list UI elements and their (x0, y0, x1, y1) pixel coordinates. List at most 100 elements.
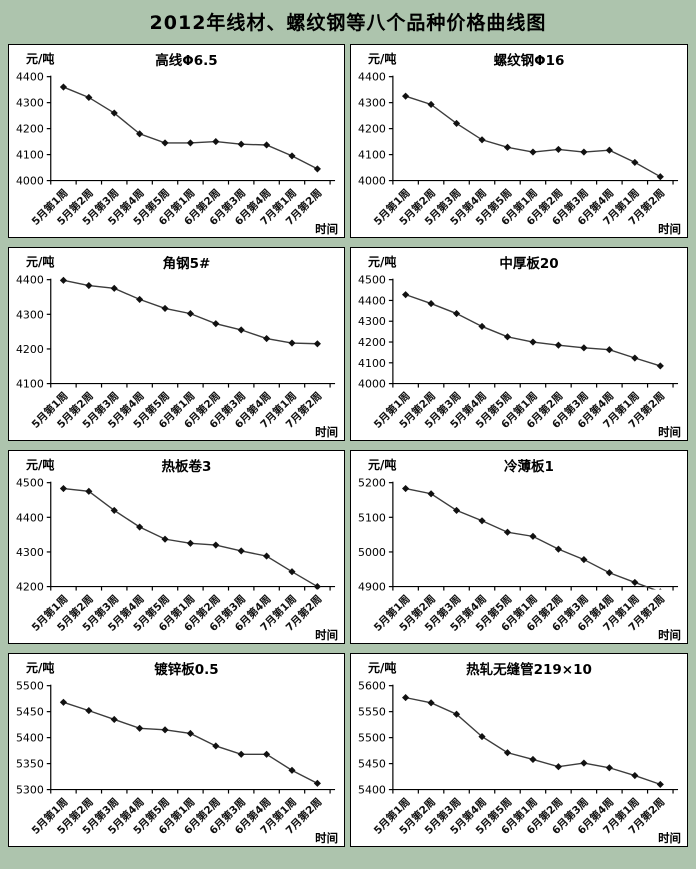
y-tick-label: 4300 (16, 308, 44, 321)
y-tick-label: 4400 (16, 274, 44, 287)
data-point-marker (136, 724, 144, 732)
y-tick-label: 4200 (16, 123, 44, 136)
y-axis-unit-label: 元/吨 (26, 52, 55, 66)
x-axis-label: 时间 (315, 425, 338, 439)
data-point-marker (529, 338, 537, 346)
y-tick-label: 4500 (16, 477, 44, 490)
data-point-marker (427, 490, 435, 498)
y-tick-label: 4100 (16, 378, 44, 391)
x-tick-labels: 5月第1周5月第2周5月第3周5月第4周5月第5周6月第1周6月第2周6月第3周… (371, 592, 667, 633)
data-point-markers (59, 83, 321, 173)
x-ticks (50, 180, 331, 185)
y-tick-label: 5200 (358, 477, 386, 490)
price-line (63, 487, 318, 588)
data-point-marker (59, 698, 68, 706)
data-point-marker (263, 141, 271, 149)
data-point-marker (554, 341, 563, 349)
y-axis-unit-label: 元/吨 (26, 458, 55, 472)
data-point-marker (212, 541, 220, 549)
x-tick-labels: 5月第1周5月第2周5月第3周5月第4周5月第5周6月第1周6月第2周6月第3周… (29, 186, 325, 227)
x-ticks (50, 586, 331, 591)
data-point-marker (402, 484, 410, 493)
data-point-marker (402, 694, 410, 702)
data-point-marker (478, 136, 486, 144)
data-point-marker (656, 173, 664, 181)
x-axis-label: 时间 (658, 222, 681, 236)
line-chart-svg: 4000 4100 4200 4300 4400 5月第1周5月第2周5月第3周5月第4周… (358, 71, 681, 236)
data-point-marker (605, 569, 613, 577)
data-point-marker (313, 779, 321, 787)
data-point-marker (288, 339, 296, 347)
data-point-marker (110, 284, 118, 292)
data-point-marker (529, 148, 537, 156)
y-tick-label: 4000 (358, 175, 386, 188)
data-point-marker (237, 140, 245, 148)
data-point-markers (59, 698, 321, 787)
data-point-marker (554, 145, 563, 153)
data-point-marker (161, 535, 169, 543)
y-tick-label: 4100 (358, 149, 386, 162)
y-tick-label: 5500 (358, 732, 386, 745)
y-tick-label: 4400 (16, 511, 44, 524)
data-point-marker (212, 742, 220, 750)
x-axis-label: 时间 (315, 628, 338, 642)
data-point-marker (478, 322, 486, 330)
data-point-marker (161, 726, 169, 734)
data-point-marker (580, 148, 588, 156)
line-chart-svg: 4900 5000 5100 5200 5月第1周5月第2周5月第3周5月第4周5月第5… (358, 477, 681, 642)
data-point-marker (85, 487, 93, 495)
y-tick-label: 4200 (358, 123, 386, 136)
data-point-marker (186, 310, 194, 318)
y-axis-unit-label: 元/吨 (368, 52, 397, 66)
y-tick-label: 5100 (358, 511, 386, 524)
chart-panel-gaoxian-6-5: 元/吨 高线Φ6.5 4000 4100 4200 4300 4400 5月第1周 5月第2… (8, 44, 345, 238)
y-tick-label: 4000 (358, 378, 386, 391)
data-point-marker (427, 300, 435, 308)
data-point-marker (605, 764, 613, 772)
data-point-marker (237, 326, 245, 334)
y-tick-label: 5350 (16, 758, 44, 771)
data-point-markers (59, 484, 321, 590)
x-ticks (392, 586, 674, 591)
data-point-markers (402, 291, 664, 370)
data-point-marker (313, 165, 321, 173)
data-point-marker (402, 92, 410, 100)
data-point-marker (288, 766, 296, 774)
data-point-marker (554, 545, 563, 553)
chart-panel-rebanjuan-3: 元/吨 热板卷3 4200 4300 4400 4500 5月第1周 5月第2周 5月第3周… (8, 450, 345, 644)
y-tick-label: 5450 (358, 758, 386, 771)
y-tick-label: 4400 (16, 71, 44, 84)
data-point-marker (503, 333, 512, 341)
data-point-marker (59, 484, 68, 493)
data-point-marker (452, 506, 461, 514)
chart-panel-jiaogang-5: 元/吨 角钢5# 4100 4200 4300 4400 5月第1周 5月第2周 5月第3周… (8, 247, 345, 441)
y-tick-label: 4900 (358, 581, 386, 594)
data-point-marker (263, 552, 271, 560)
data-point-marker (85, 93, 93, 102)
y-tick-label: 4300 (358, 315, 386, 328)
data-point-marker (263, 750, 271, 758)
price-line (405, 293, 661, 367)
data-point-marker (580, 556, 588, 564)
y-tick-label: 4200 (16, 343, 44, 356)
data-point-marker (136, 295, 144, 303)
y-tick-label: 5500 (16, 680, 44, 693)
x-axis-label: 时间 (658, 425, 681, 439)
line-chart-svg: 4000 4100 4200 4300 4400 4500 5月第1周5月第2周5月第3周5… (358, 274, 681, 439)
y-tick-label: 4200 (358, 336, 386, 349)
data-point-marker (186, 539, 194, 547)
data-point-marker (427, 699, 435, 707)
y-axis-unit-label: 元/吨 (368, 661, 397, 675)
axes (50, 278, 336, 385)
chart-title: 中厚板20 (499, 256, 559, 272)
price-line (405, 95, 661, 178)
x-ticks (392, 789, 674, 794)
data-point-marker (288, 152, 296, 160)
data-point-marker (580, 344, 588, 352)
y-tick-label: 5600 (358, 680, 386, 693)
y-tick-labels: 4100 4200 4300 4400 (16, 274, 51, 391)
axes (50, 481, 336, 588)
data-point-marker (503, 528, 512, 536)
chart-title: 冷薄板1 (504, 459, 554, 475)
